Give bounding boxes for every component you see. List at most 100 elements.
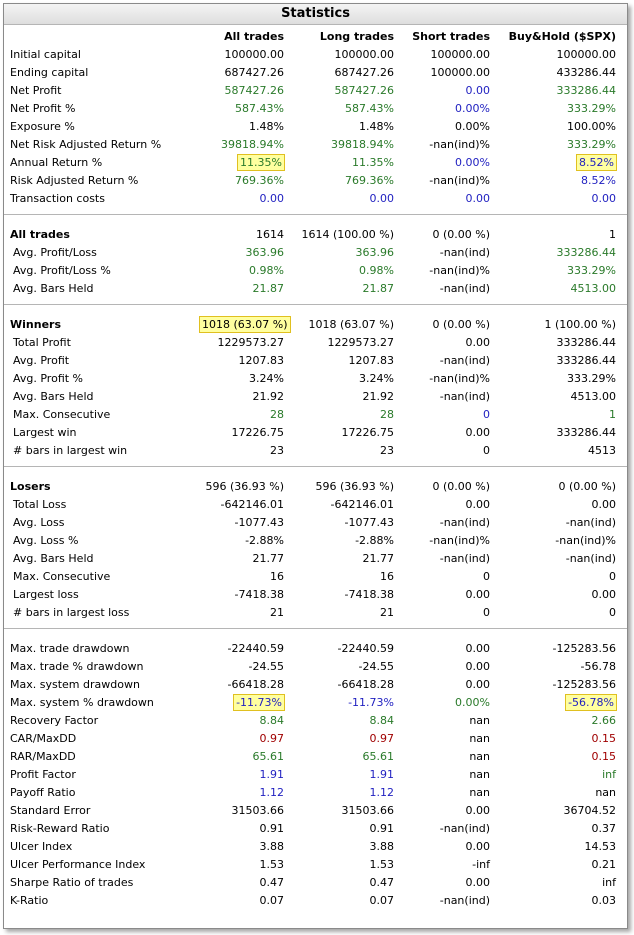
- stat-value: -24.55: [248, 660, 284, 673]
- stat-row: Initial capital 100000.00 100000.00 100000.…: [4, 46, 627, 64]
- stat-value: 0.00: [465, 876, 491, 889]
- section-divider: [4, 214, 627, 215]
- stat-value: 1.91: [369, 768, 395, 781]
- stat-value: 11.35%: [352, 156, 394, 169]
- stat-label: Avg. Bars Held: [13, 552, 94, 565]
- stat-row: Avg. Profit/Loss % 0.98% 0.98% -nan(ind)% 33…: [4, 262, 627, 280]
- stat-row: Winners 1018 (63.07 %) 1018 (63.07 %) 0 (0.…: [4, 316, 627, 334]
- stat-value: 0.00%: [455, 120, 490, 133]
- stat-value: 0.98%: [249, 264, 284, 277]
- stat-value: 17226.75: [341, 426, 395, 439]
- stat-row: Max. Consecutive 28 28 0 1: [4, 406, 627, 424]
- stat-value: -nan(ind): [439, 354, 490, 367]
- stat-value: -125283.56: [552, 642, 616, 655]
- stat-label: Largest loss: [13, 588, 79, 601]
- stat-value: nan: [469, 714, 490, 727]
- stat-row: Avg. Loss -1077.43 -1077.43 -nan(ind) -nan(i…: [4, 514, 627, 532]
- column-header: Buy&Hold ($SPX): [508, 30, 616, 43]
- stat-row: Avg. Loss % -2.88% -2.88% -nan(ind)% -nan(in…: [4, 532, 627, 550]
- stat-value: 1.48%: [359, 120, 394, 133]
- stat-label: Max. Consecutive: [13, 570, 111, 583]
- stat-label: Ulcer Performance Index: [10, 858, 146, 871]
- stat-label: # bars in largest win: [13, 444, 128, 457]
- stat-value: 0.00: [465, 840, 491, 853]
- stat-value: 333286.44: [556, 354, 617, 367]
- stat-value: 8.52%: [581, 174, 616, 187]
- highlighted-value: -11.73%: [233, 694, 285, 711]
- section-divider: [4, 466, 627, 467]
- stat-row: Net Profit % 587.43% 587.43% 0.00% 333.29%: [4, 100, 627, 118]
- section-divider: [4, 628, 627, 629]
- stat-value: -nan(ind)%: [429, 174, 490, 187]
- stat-value: 36704.52: [563, 804, 617, 817]
- stat-value: 587427.26: [224, 84, 285, 97]
- stat-value: 31503.66: [341, 804, 395, 817]
- panel-title: Statistics: [4, 4, 627, 25]
- stat-value: 0: [483, 444, 490, 457]
- stat-row: Annual Return % 11.35% 11.35% 0.00% 8.52%: [4, 154, 627, 172]
- stat-value: 1229573.27: [217, 336, 284, 349]
- stat-row: K-Ratio 0.07 0.07 -nan(ind) 0.03: [4, 892, 627, 910]
- stat-value: 16: [380, 570, 394, 583]
- stat-value: -22440.59: [227, 642, 284, 655]
- stat-label: Max. trade drawdown: [10, 642, 130, 655]
- stat-value: 0.00: [259, 192, 285, 205]
- stat-value: 0.91: [369, 822, 395, 835]
- stat-value: -nan(ind): [439, 390, 490, 403]
- stat-label: Net Profit %: [10, 102, 76, 115]
- stat-label: Winners: [10, 318, 61, 331]
- stat-value: 3.24%: [249, 372, 284, 385]
- stat-label: Annual Return %: [10, 156, 103, 169]
- stat-value: -nan(ind): [439, 282, 490, 295]
- stat-label: Ulcer Index: [10, 840, 73, 853]
- stat-value: 100.00%: [567, 120, 616, 133]
- stat-row: Max. trade % drawdown -24.55 -24.55 0.00 -56…: [4, 658, 627, 676]
- stat-value: 28: [270, 408, 284, 421]
- stat-value: 21.87: [252, 282, 285, 295]
- stat-value: -nan(ind)%: [555, 534, 616, 547]
- stat-value: 769.36%: [235, 174, 284, 187]
- stat-value: 0.00: [465, 336, 491, 349]
- stat-value: -nan(ind): [439, 552, 490, 565]
- stat-row: # bars in largest win 23 23 0 4513: [4, 442, 627, 460]
- stat-value: 333.29%: [567, 138, 616, 151]
- stat-label: Max. system drawdown: [10, 678, 140, 691]
- stat-value: 23: [380, 444, 394, 457]
- column-header: Short trades: [412, 30, 490, 43]
- stat-value: -1077.43: [234, 516, 284, 529]
- stat-value: 0.97: [369, 732, 395, 745]
- stat-value: 1229573.27: [327, 336, 394, 349]
- highlighted-value: 8.52%: [576, 154, 617, 171]
- stat-value: 1.12: [369, 786, 395, 799]
- stat-value: -nan(ind): [565, 516, 616, 529]
- stat-row: Ulcer Performance Index 1.53 1.53 -inf 0.21: [4, 856, 627, 874]
- stat-value: 65.61: [362, 750, 395, 763]
- stat-value: 17226.75: [231, 426, 285, 439]
- stat-row: # bars in largest loss 21 21 0 0: [4, 604, 627, 622]
- stat-value: 100000.00: [224, 48, 285, 61]
- stat-value: 1614: [256, 228, 284, 241]
- stat-value: 0 (0.00 %): [432, 228, 490, 241]
- stat-row: Largest loss -7418.38 -7418.38 0.00 0.00: [4, 586, 627, 604]
- stat-value: -nan(ind): [439, 246, 490, 259]
- stat-value: 0.37: [591, 822, 617, 835]
- stat-value: nan: [469, 768, 490, 781]
- stat-value: 0.00%: [455, 156, 490, 169]
- stat-value: 0.00: [465, 804, 491, 817]
- stat-row: Net Risk Adjusted Return % 39818.94% 39818…: [4, 136, 627, 154]
- stat-value: 0.15: [591, 750, 617, 763]
- stat-value: 1207.83: [348, 354, 395, 367]
- stat-value: 1: [609, 408, 616, 421]
- stat-value: -7418.38: [344, 588, 394, 601]
- stat-value: 1 (100.00 %): [544, 318, 616, 331]
- stat-value: 1.53: [259, 858, 285, 871]
- stat-value: 1.53: [369, 858, 395, 871]
- stat-value: 39818.94%: [331, 138, 394, 151]
- stat-value: 0.91: [259, 822, 285, 835]
- stat-row: Max. system drawdown -66418.28 -66418.28 0.…: [4, 676, 627, 694]
- stat-value: 687427.26: [334, 66, 395, 79]
- stat-row: Avg. Bars Held 21.77 21.77 -nan(ind) -nan(in…: [4, 550, 627, 568]
- stat-row: Net Profit 587427.26 587427.26 0.00 333286.4…: [4, 82, 627, 100]
- stat-label: Avg. Profit/Loss: [13, 246, 97, 259]
- stat-value: 21.92: [362, 390, 395, 403]
